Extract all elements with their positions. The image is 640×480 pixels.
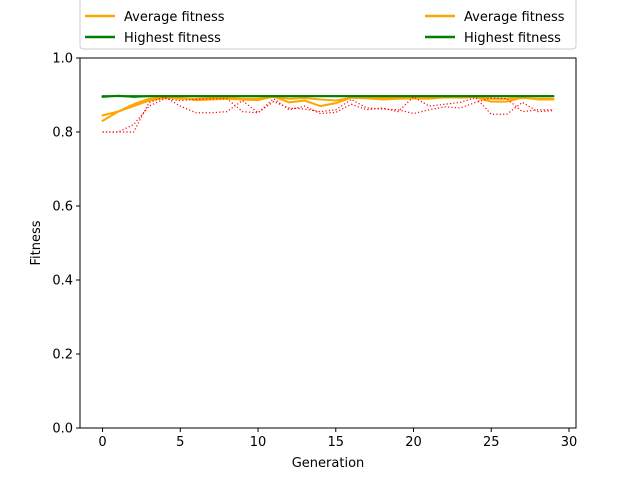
x-tick-label: 0 <box>98 435 106 450</box>
legend-entry-label: Average fitness <box>124 10 225 25</box>
x-tick-label: 15 <box>328 435 345 450</box>
y-tick-label: 0.0 <box>52 422 73 437</box>
x-tick-label: 30 <box>561 435 578 450</box>
legend-entry-label: Highest fitness <box>124 31 221 46</box>
plot-frame <box>79 57 577 429</box>
y-tick-label: 0.2 <box>52 348 73 363</box>
y-tick-label: 0.4 <box>52 274 73 289</box>
y-tick-label: 1.0 <box>52 52 73 67</box>
x-tick-label: 25 <box>483 435 500 450</box>
series-line-5 <box>102 97 554 133</box>
y-axis-label: Fitness <box>29 220 44 265</box>
y-tick-label: 0.6 <box>52 200 73 215</box>
x-tick-label: 20 <box>405 435 422 450</box>
x-tick-label: 10 <box>250 435 267 450</box>
legend-entry-label: Highest fitness <box>464 31 561 46</box>
y-tick-label: 0.8 <box>52 126 73 141</box>
x-tick-label: 5 <box>176 435 184 450</box>
series-line-1 <box>101 95 555 117</box>
legend: Average fitness Average fitness Highest fi… <box>79 0 577 50</box>
legend-entry-label: Average fitness <box>464 10 565 25</box>
x-axis-label: Generation <box>292 456 365 471</box>
series-line-4 <box>102 96 554 133</box>
